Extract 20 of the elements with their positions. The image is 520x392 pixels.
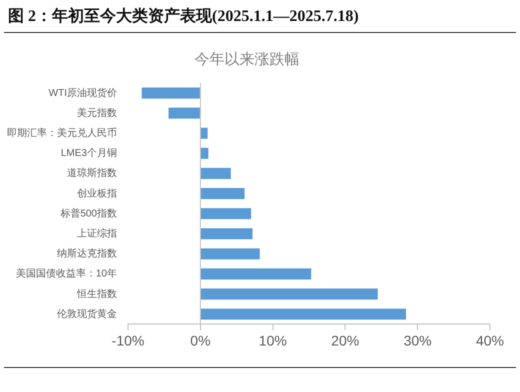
x-tick-label: 40% [476,332,504,348]
y-tick-label: 美元指数 [77,106,117,119]
x-tick-label: 20% [331,332,360,348]
y-tick-label: 伦敦现货黄金 [57,308,117,320]
x-tick-label: 0% [190,332,211,348]
y-tick-label: 即期汇率：美元兑人民币 [7,127,117,139]
y-tick-label: 美国国债收益率：10年 [16,268,117,280]
y-tick-label: 纳斯达克指数 [57,248,117,260]
chart-title: 图 2：年初至今大类资产表现(2025.1.1—2025.7.18) [4,0,516,33]
x-tick-label: 10% [258,332,287,348]
y-tick-label: 道琼斯指数 [67,167,117,180]
y-tick-label: 创业板指 [77,187,117,200]
y-tick-label: 恒生指数 [76,288,117,300]
y-tick-label: 标普500指数 [59,207,117,220]
y-tick-label: 上证综指 [77,228,117,240]
y-tick-label: WTI原油现货价 [48,86,117,99]
x-tick-label: -10% [112,332,144,348]
chart-subtitle: 今年以来涨跌幅 [194,51,300,68]
x-tick-label: 30% [404,332,432,348]
y-tick-label: LME3个月铜 [60,147,117,160]
